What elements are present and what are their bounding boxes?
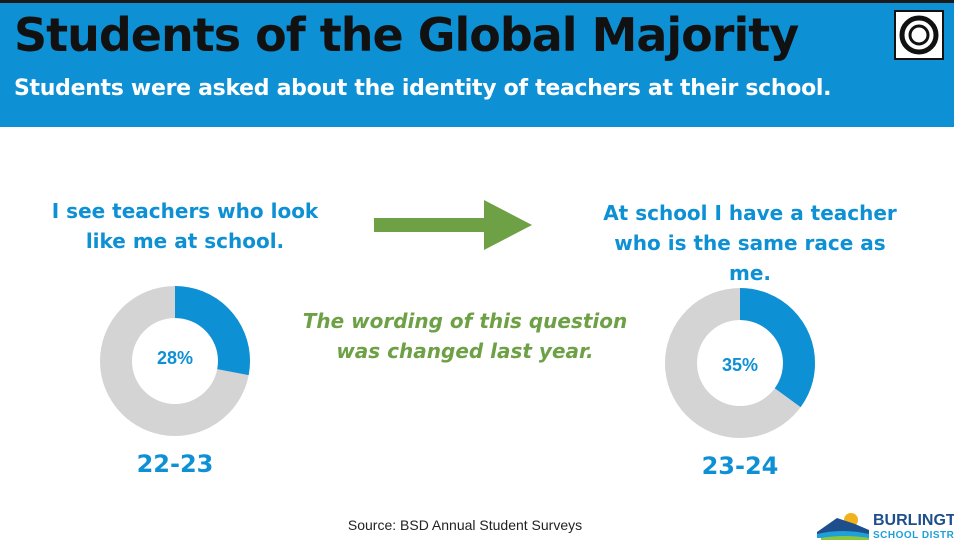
donut-value-segment [100,286,250,436]
top-bar [0,0,954,3]
arrow-right-icon [374,200,532,250]
target-logo-icon [894,10,944,60]
donut-chart-23-24 [665,288,815,438]
donut-value-segment [665,288,815,438]
page-title: Students of the Global Majority [14,8,799,62]
left-percent: 28% [156,348,194,368]
source-note: Source: BSD Annual Student Surveys [347,517,583,533]
burlington-logo: BURLINGTON SCHOOL DISTRICT [815,510,954,545]
right-percent: 35% [721,355,759,375]
brand-name: BURLINGTON [873,512,954,529]
mountain-logo-icon [817,513,869,540]
brand-subname: SCHOOL DISTRICT [873,530,954,541]
page-subtitle: Students were asked about the identity o… [14,76,832,101]
wording-note: The wording of this question was changed… [302,309,628,363]
right-year: 23-24 [701,452,779,480]
left-question: I see teachers who look like me at schoo… [51,199,319,253]
right-question: At school I have a teacher who is the sa… [603,201,897,285]
header-banner [0,3,954,127]
donut-chart-22-23 [100,286,250,436]
left-year: 22-23 [136,450,214,478]
